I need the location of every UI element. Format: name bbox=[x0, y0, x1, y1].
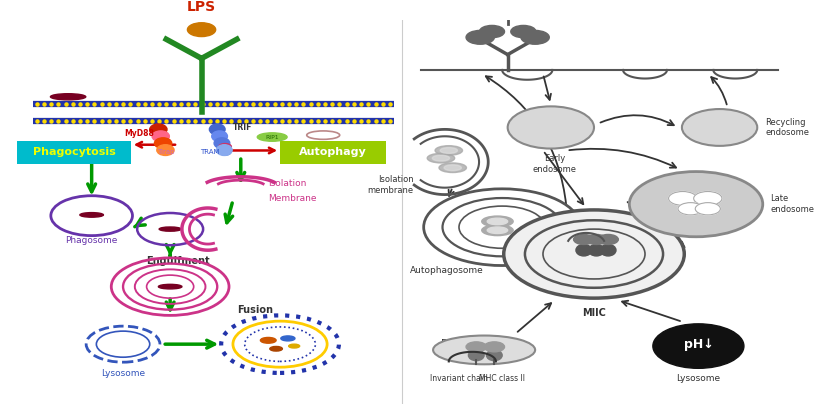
Text: Early
endosome: Early endosome bbox=[532, 154, 577, 174]
Text: Invariant chain: Invariant chain bbox=[430, 374, 488, 383]
Text: Isolation: Isolation bbox=[269, 179, 306, 188]
Ellipse shape bbox=[80, 213, 103, 217]
Ellipse shape bbox=[487, 227, 508, 234]
Ellipse shape bbox=[440, 147, 458, 153]
Ellipse shape bbox=[576, 245, 591, 256]
Text: Late
endosome: Late endosome bbox=[771, 194, 815, 214]
Ellipse shape bbox=[159, 227, 181, 231]
Circle shape bbox=[573, 234, 594, 245]
Text: Tirap: Tirap bbox=[157, 149, 175, 156]
Ellipse shape bbox=[156, 145, 174, 156]
Text: Lysosome: Lysosome bbox=[676, 374, 721, 383]
Text: Autophagosome: Autophagosome bbox=[410, 266, 483, 275]
Text: TRAM: TRAM bbox=[200, 149, 219, 156]
Ellipse shape bbox=[260, 337, 276, 343]
Ellipse shape bbox=[51, 94, 86, 100]
Text: Membrane: Membrane bbox=[269, 194, 317, 203]
Ellipse shape bbox=[439, 163, 467, 173]
Circle shape bbox=[484, 342, 505, 352]
Text: RIP1: RIP1 bbox=[265, 134, 279, 140]
Circle shape bbox=[219, 143, 232, 150]
Text: MHC class II: MHC class II bbox=[479, 374, 525, 383]
Circle shape bbox=[511, 26, 536, 38]
Ellipse shape bbox=[269, 346, 283, 351]
Text: Recycling
endosome: Recycling endosome bbox=[765, 118, 809, 137]
Ellipse shape bbox=[155, 138, 172, 149]
Ellipse shape bbox=[281, 336, 295, 341]
Ellipse shape bbox=[486, 350, 502, 361]
Text: LPS: LPS bbox=[187, 0, 216, 14]
Ellipse shape bbox=[257, 133, 287, 141]
Ellipse shape bbox=[158, 284, 182, 289]
Circle shape bbox=[508, 107, 594, 149]
Circle shape bbox=[521, 30, 550, 44]
Circle shape bbox=[466, 342, 486, 352]
Ellipse shape bbox=[428, 153, 455, 163]
Ellipse shape bbox=[487, 218, 508, 225]
Ellipse shape bbox=[435, 146, 463, 155]
Ellipse shape bbox=[210, 124, 225, 135]
Text: MyD88: MyD88 bbox=[124, 129, 154, 138]
Text: TRIF: TRIF bbox=[233, 123, 252, 132]
Circle shape bbox=[466, 30, 495, 44]
Circle shape bbox=[653, 324, 744, 368]
Ellipse shape bbox=[433, 335, 535, 364]
Ellipse shape bbox=[432, 155, 450, 161]
Text: Autophagy: Autophagy bbox=[299, 147, 367, 158]
Text: Isolation
membrane: Isolation membrane bbox=[368, 175, 414, 195]
Ellipse shape bbox=[482, 225, 514, 236]
Circle shape bbox=[504, 210, 684, 298]
FancyBboxPatch shape bbox=[280, 141, 386, 164]
Ellipse shape bbox=[150, 124, 167, 135]
Ellipse shape bbox=[212, 131, 228, 142]
Ellipse shape bbox=[214, 138, 230, 149]
Ellipse shape bbox=[444, 165, 461, 171]
Circle shape bbox=[695, 202, 721, 215]
Circle shape bbox=[694, 192, 722, 205]
Circle shape bbox=[586, 234, 607, 245]
Circle shape bbox=[598, 234, 618, 245]
Circle shape bbox=[678, 202, 703, 215]
Ellipse shape bbox=[216, 145, 232, 156]
Circle shape bbox=[668, 192, 697, 205]
Circle shape bbox=[525, 220, 663, 288]
Circle shape bbox=[682, 109, 758, 146]
Ellipse shape bbox=[482, 216, 514, 227]
Circle shape bbox=[629, 172, 762, 237]
Text: Engulfment: Engulfment bbox=[146, 256, 210, 266]
Ellipse shape bbox=[589, 245, 604, 256]
Text: Phagosome: Phagosome bbox=[66, 236, 118, 245]
Text: Lysosome: Lysosome bbox=[101, 369, 145, 378]
Ellipse shape bbox=[152, 131, 170, 142]
Circle shape bbox=[219, 150, 231, 155]
Text: ER: ER bbox=[441, 339, 454, 349]
FancyBboxPatch shape bbox=[17, 141, 131, 164]
Text: pH↓: pH↓ bbox=[684, 338, 713, 351]
Ellipse shape bbox=[468, 350, 484, 361]
Circle shape bbox=[479, 26, 505, 38]
Text: Phagocytosis: Phagocytosis bbox=[33, 147, 115, 158]
Text: MIIC: MIIC bbox=[582, 308, 606, 318]
Circle shape bbox=[543, 229, 645, 279]
Circle shape bbox=[188, 23, 215, 36]
Text: Fusion: Fusion bbox=[237, 305, 273, 315]
Ellipse shape bbox=[288, 344, 300, 348]
Ellipse shape bbox=[600, 245, 616, 256]
